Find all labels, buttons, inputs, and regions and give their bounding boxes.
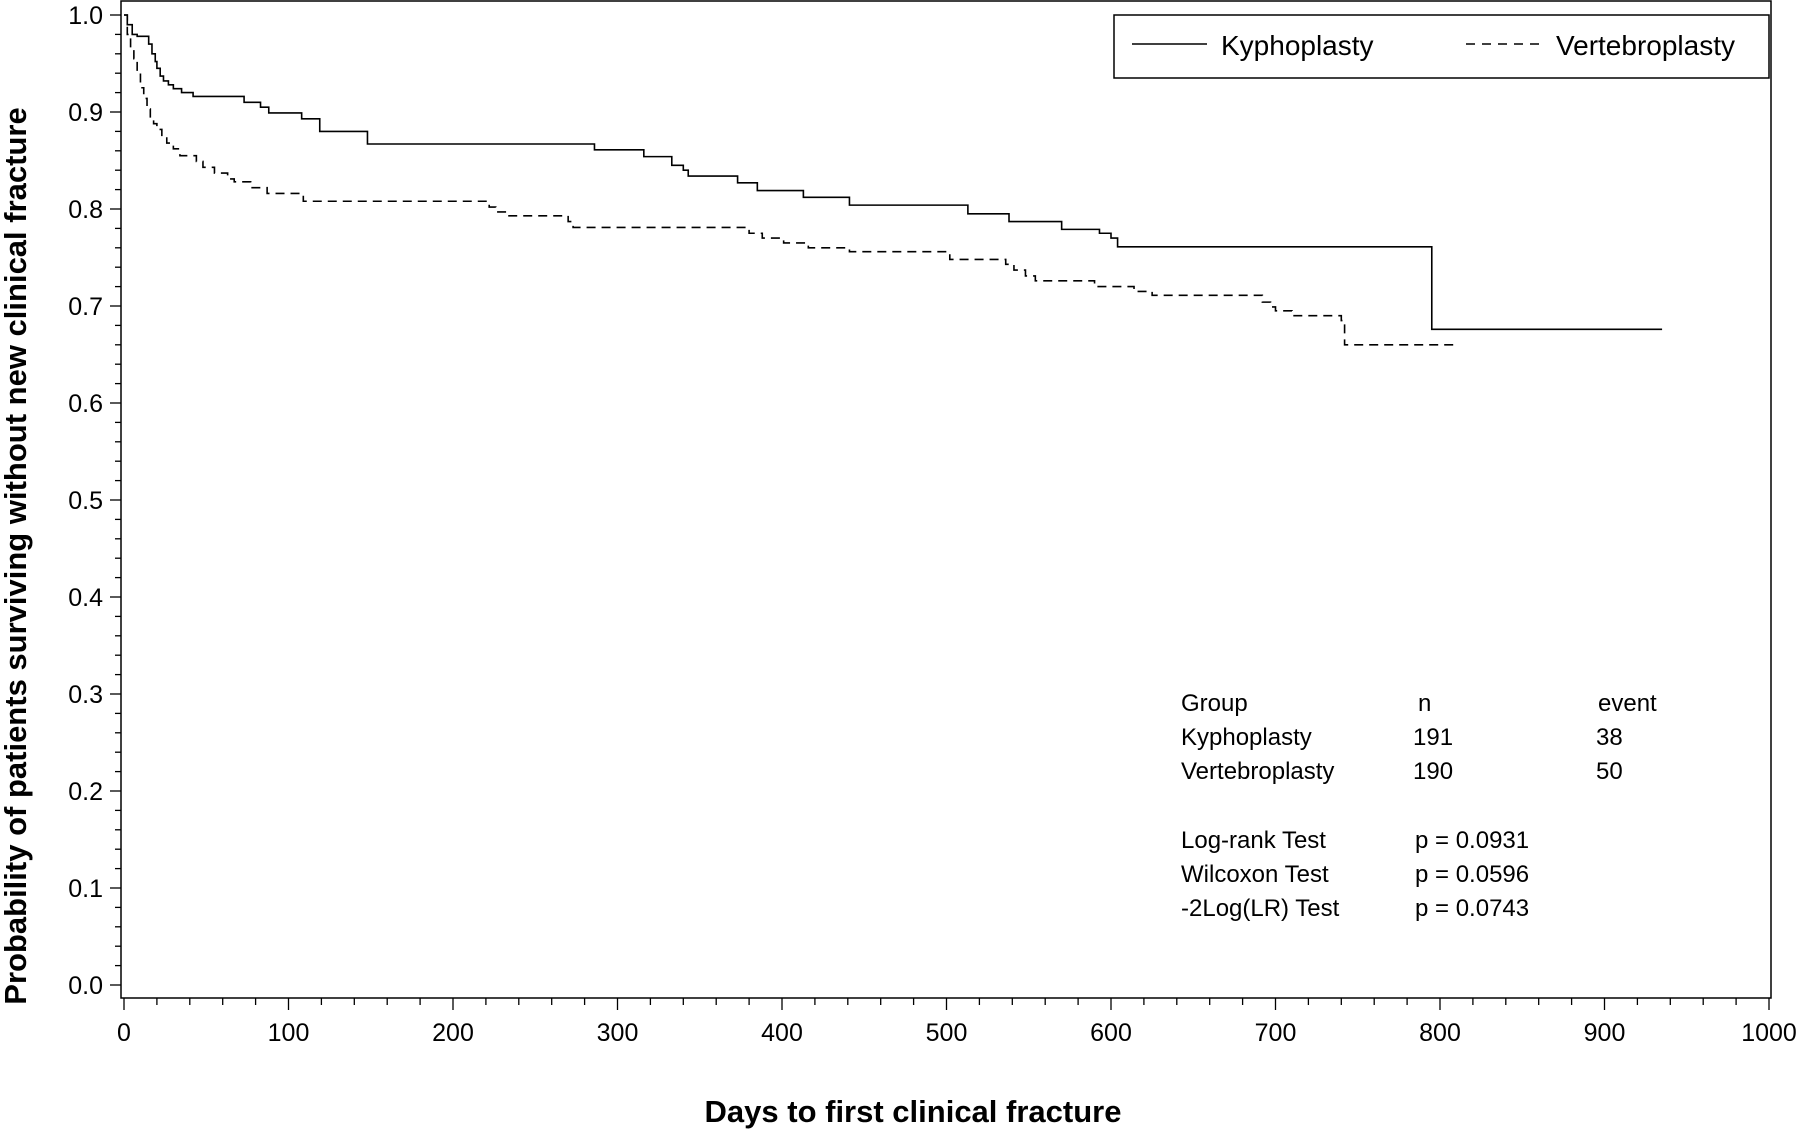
series-layer [124, 14, 1663, 346]
y-tick-label: 0.6 [68, 390, 103, 418]
y-axis-title: Probability of patients surviving withou… [0, 107, 33, 1004]
y-tick-label: 0.3 [68, 681, 103, 709]
x-tick-label: 0 [117, 1019, 131, 1047]
test-lr-p: p = 0.0743 [1415, 895, 1529, 922]
legend-label-kyphoplasty: Kyphoplasty [1221, 30, 1374, 61]
x-tick-label: 900 [1584, 1019, 1626, 1047]
series-line-vertebroplasty [124, 14, 1457, 346]
y-tick-label: 1.0 [68, 2, 103, 30]
test-wilcoxon-p: p = 0.0596 [1415, 861, 1529, 888]
x-axis-title: Days to first clinical fracture [705, 1094, 1122, 1129]
x-tick-label: 700 [1255, 1019, 1297, 1047]
x-tick-label: 600 [1090, 1019, 1132, 1047]
x-axis-ticks: 0 100 200 300 400 500 600 700 800 900 1000 [117, 998, 1797, 1047]
x-tick-label: 200 [432, 1019, 474, 1047]
legend-box [1113, 14, 1770, 79]
test-logrank-label: Log-rank Test [1181, 827, 1326, 854]
stats-table: Group n event Kyphoplasty 191 38 Vertebr… [1181, 690, 1657, 922]
test-lr-label: -2Log(LR) Test [1181, 895, 1340, 922]
x-tick-label: 300 [597, 1019, 639, 1047]
y-tick-label: 0.7 [68, 293, 103, 321]
test-logrank-p: p = 0.0931 [1415, 827, 1529, 854]
stats-header-n: n [1418, 690, 1431, 717]
series-line-kyphoplasty [124, 14, 1663, 331]
x-tick-label: 400 [761, 1019, 803, 1047]
y-tick-label: 0.2 [68, 778, 103, 806]
x-tick-label: 800 [1419, 1019, 1461, 1047]
y-tick-label: 0.4 [68, 584, 103, 612]
x-tick-label: 1000 [1741, 1019, 1797, 1047]
stats-row-kyphoplasty-n: 191 [1413, 724, 1453, 751]
x-tick-label: 500 [926, 1019, 968, 1047]
test-wilcoxon-label: Wilcoxon Test [1181, 861, 1329, 888]
stats-row-vertebroplasty-group: Vertebroplasty [1181, 758, 1334, 785]
legend: Kyphoplasty Vertebroplasty [1113, 14, 1770, 79]
stats-header-group: Group [1181, 690, 1248, 717]
y-tick-label: 0.9 [68, 99, 103, 127]
stats-row-kyphoplasty-event: 38 [1596, 724, 1623, 751]
y-tick-label: 0.1 [68, 875, 103, 903]
stats-header-event: event [1598, 690, 1657, 717]
stats-row-kyphoplasty-group: Kyphoplasty [1181, 724, 1312, 751]
stats-row-vertebroplasty-event: 50 [1596, 758, 1623, 785]
legend-label-vertebroplasty: Vertebroplasty [1556, 30, 1735, 61]
y-tick-label: 0.0 [68, 972, 103, 1000]
stats-row-vertebroplasty-n: 190 [1413, 758, 1453, 785]
y-tick-label: 0.5 [68, 487, 103, 515]
y-tick-label: 0.8 [68, 196, 103, 224]
x-tick-label: 100 [268, 1019, 310, 1047]
y-axis-ticks: 0.0 0.1 0.2 0.3 0.4 0.5 0.6 0.7 0.8 0.9 1.0 [68, 2, 121, 1000]
